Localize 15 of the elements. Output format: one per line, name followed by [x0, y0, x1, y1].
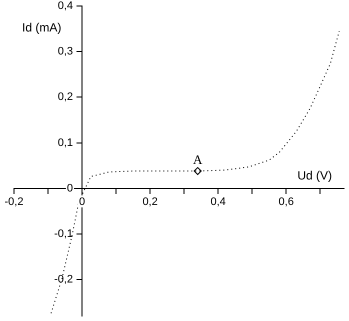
- y-tick-label: 0,4: [58, 0, 74, 12]
- y-tick-label: 0,1: [58, 136, 74, 149]
- x-axis-title: Ud (V): [297, 168, 332, 183]
- y-tick-label: 0,3: [58, 46, 74, 58]
- y-tick-label: -0,2: [54, 274, 74, 286]
- x-tick-label: 0,4: [210, 196, 226, 208]
- x-tick-label: 0: [78, 196, 86, 208]
- x-tick-label: 0,2: [142, 196, 158, 208]
- y-tick-label: 0: [66, 182, 74, 194]
- y-axis-title: Id (mA): [22, 20, 62, 34]
- y-tick-label: -0,1: [54, 228, 74, 240]
- x-tick-label: -0,2: [4, 196, 24, 208]
- annotation: A: [193, 152, 204, 167]
- x-tick-label: 0,6: [278, 196, 294, 208]
- y-tick-label: 0,2: [58, 91, 74, 104]
